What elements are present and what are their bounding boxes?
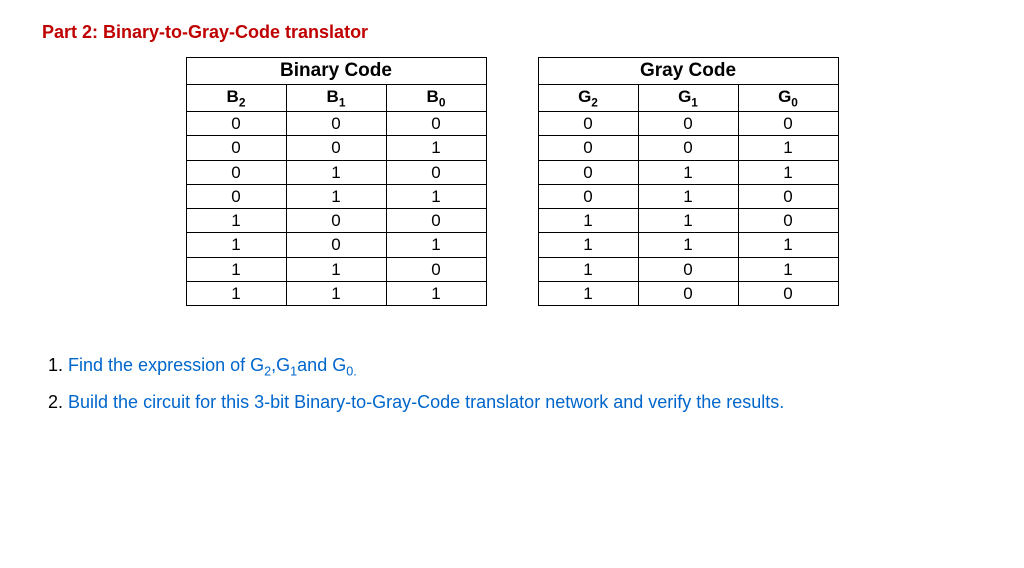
table-row: 000000 xyxy=(186,112,838,136)
table-row: 001001 xyxy=(186,136,838,160)
table-row: 011010 xyxy=(186,184,838,208)
cell: 1 xyxy=(738,257,838,281)
cell: 0 xyxy=(638,281,738,305)
cell: 0 xyxy=(538,184,638,208)
q1-text: Find the expression of G2,G1and G0. xyxy=(68,355,357,375)
cell: 1 xyxy=(538,281,638,305)
cell: 0 xyxy=(738,209,838,233)
question-1: 1. Find the expression of G2,G1and G0. xyxy=(48,348,982,385)
cell: 1 xyxy=(738,160,838,184)
col-b2: B2 xyxy=(186,84,286,111)
cell: 0 xyxy=(286,209,386,233)
cell: 0 xyxy=(286,233,386,257)
cell: 1 xyxy=(186,209,286,233)
cell: 0 xyxy=(386,112,486,136)
cell: 0 xyxy=(186,112,286,136)
cell: 0 xyxy=(538,136,638,160)
cell: 1 xyxy=(186,257,286,281)
q1-num: 1. xyxy=(48,355,68,375)
cell: 0 xyxy=(286,136,386,160)
cell: 1 xyxy=(286,184,386,208)
gray-group-header: Gray Code xyxy=(538,58,838,85)
cell: 0 xyxy=(386,160,486,184)
cell: 0 xyxy=(738,281,838,305)
cell: 1 xyxy=(386,281,486,305)
cell: 1 xyxy=(638,209,738,233)
truth-table: Binary Code Gray Code B2 B1 B0 G2 G1 G0 … xyxy=(186,57,839,306)
cell: 0 xyxy=(386,209,486,233)
cell: 0 xyxy=(186,184,286,208)
cell: 0 xyxy=(386,257,486,281)
cell: 1 xyxy=(386,184,486,208)
cell: 1 xyxy=(286,160,386,184)
spacer xyxy=(486,58,538,85)
cell: 1 xyxy=(386,136,486,160)
spacer xyxy=(486,281,538,305)
cell: 1 xyxy=(638,233,738,257)
spacer xyxy=(486,112,538,136)
q2-num: 2. xyxy=(48,392,68,412)
spacer xyxy=(486,160,538,184)
cell: 0 xyxy=(286,112,386,136)
cell: 0 xyxy=(186,160,286,184)
cell: 1 xyxy=(638,184,738,208)
cell: 0 xyxy=(638,257,738,281)
cell: 1 xyxy=(738,136,838,160)
cell: 0 xyxy=(738,184,838,208)
spacer xyxy=(486,84,538,111)
cell: 1 xyxy=(386,233,486,257)
spacer xyxy=(486,209,538,233)
col-g0: G0 xyxy=(738,84,838,111)
spacer xyxy=(486,257,538,281)
col-b0: B0 xyxy=(386,84,486,111)
truth-table-container: Binary Code Gray Code B2 B1 B0 G2 G1 G0 … xyxy=(42,57,982,306)
table-row: 101111 xyxy=(186,233,838,257)
spacer xyxy=(486,184,538,208)
col-b1: B1 xyxy=(286,84,386,111)
cell: 0 xyxy=(738,112,838,136)
cell: 0 xyxy=(538,160,638,184)
table-row: 110101 xyxy=(186,257,838,281)
cell: 0 xyxy=(186,136,286,160)
cell: 1 xyxy=(186,281,286,305)
q2-text: Build the circuit for this 3-bit Binary-… xyxy=(68,392,784,412)
cell: 0 xyxy=(638,136,738,160)
cell: 1 xyxy=(286,281,386,305)
questions-list: 1. Find the expression of G2,G1and G0. 2… xyxy=(42,348,982,419)
table-row: 010011 xyxy=(186,160,838,184)
cell: 1 xyxy=(538,209,638,233)
cell: 1 xyxy=(538,257,638,281)
spacer xyxy=(486,233,538,257)
table-row: 100110 xyxy=(186,209,838,233)
cell: 0 xyxy=(638,112,738,136)
col-g2: G2 xyxy=(538,84,638,111)
question-2: 2. Build the circuit for this 3-bit Bina… xyxy=(48,385,982,419)
cell: 0 xyxy=(538,112,638,136)
cell: 1 xyxy=(738,233,838,257)
table-row: 111100 xyxy=(186,281,838,305)
spacer xyxy=(486,136,538,160)
cell: 1 xyxy=(186,233,286,257)
section-title: Part 2: Binary-to-Gray-Code translator xyxy=(42,22,982,43)
binary-group-header: Binary Code xyxy=(186,58,486,85)
col-g1: G1 xyxy=(638,84,738,111)
cell: 1 xyxy=(538,233,638,257)
cell: 1 xyxy=(638,160,738,184)
cell: 1 xyxy=(286,257,386,281)
